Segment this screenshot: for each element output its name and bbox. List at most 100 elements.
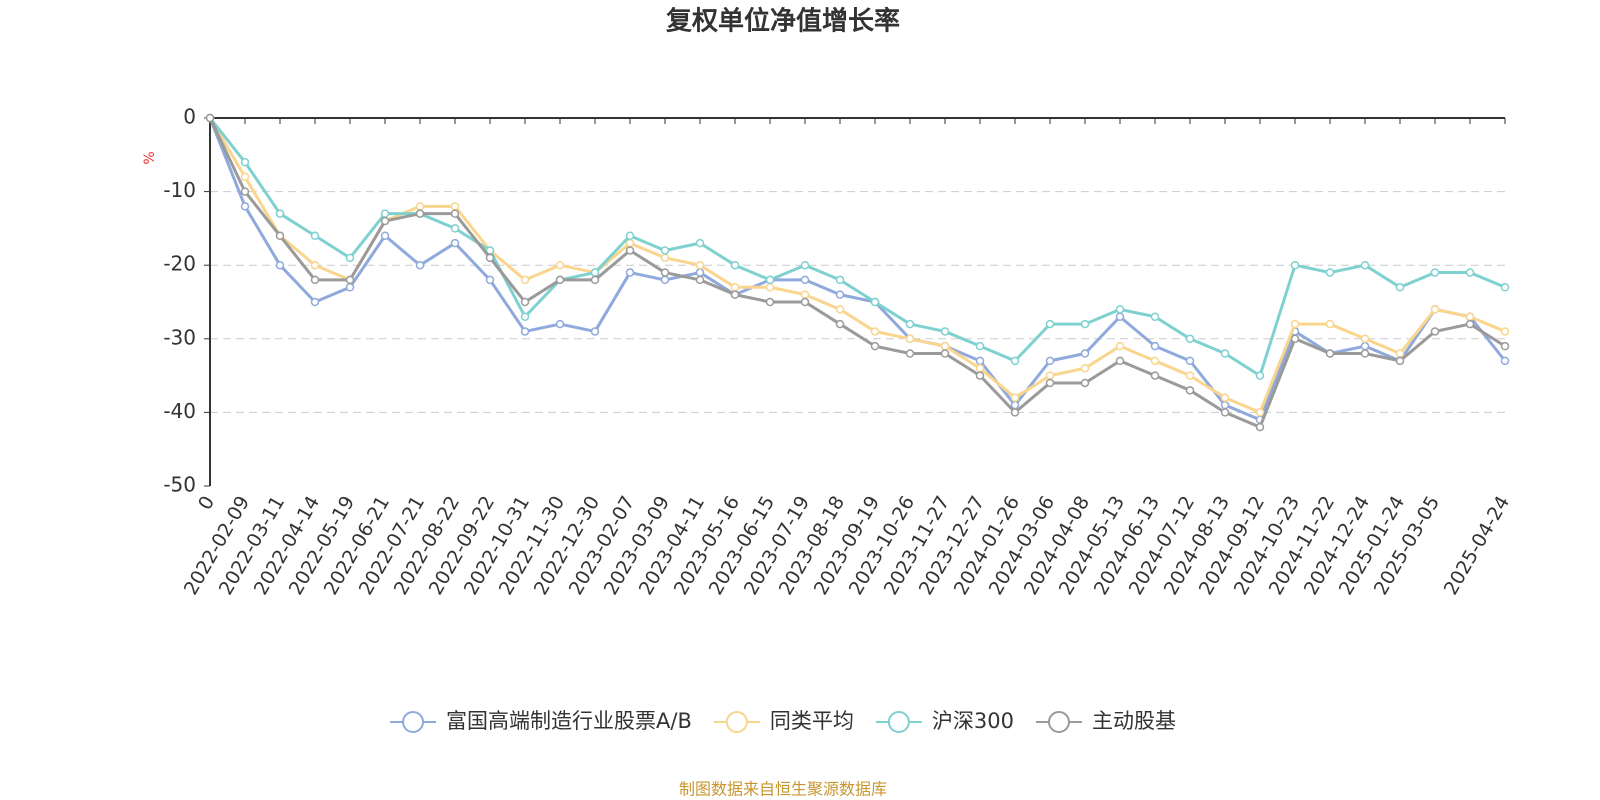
x-tick-label: 0 xyxy=(194,492,219,513)
data-point xyxy=(1325,319,1335,329)
data-point xyxy=(1290,334,1300,344)
data-point xyxy=(275,260,285,270)
y-axis-label: % xyxy=(142,151,158,164)
data-point xyxy=(345,253,355,263)
data-point xyxy=(1500,356,1510,366)
data-point xyxy=(240,187,250,196)
data-point xyxy=(625,268,635,277)
data-point xyxy=(975,363,985,373)
data-point xyxy=(870,341,880,351)
data-point xyxy=(1045,371,1055,380)
data-point xyxy=(590,268,600,277)
series-line xyxy=(208,117,1506,429)
data-point xyxy=(905,319,915,329)
data-point xyxy=(1220,408,1230,417)
data-point xyxy=(1150,356,1160,366)
data-point xyxy=(730,283,740,292)
data-point xyxy=(1395,349,1405,358)
data-point xyxy=(415,209,425,218)
data-point xyxy=(1220,349,1230,358)
data-point xyxy=(1045,378,1055,388)
data-point xyxy=(905,334,915,344)
legend-marker xyxy=(725,711,748,733)
y-tick-label: -10 xyxy=(163,178,196,202)
data-point xyxy=(1360,349,1370,358)
data-point xyxy=(310,231,320,241)
data-point xyxy=(520,327,530,336)
data-point xyxy=(730,290,740,299)
data-point xyxy=(310,297,320,307)
data-point xyxy=(1360,341,1370,351)
legend-marker xyxy=(1047,711,1070,733)
data-point xyxy=(240,202,250,211)
data-point xyxy=(1430,305,1440,314)
data-point xyxy=(1325,349,1335,358)
data-point xyxy=(520,275,530,285)
data-point xyxy=(660,268,670,277)
data-point xyxy=(415,202,425,211)
data-point xyxy=(870,327,880,336)
data-point xyxy=(1185,334,1195,344)
data-point xyxy=(835,305,845,314)
y-tick-label: -20 xyxy=(163,252,196,276)
legend: 富国高端制造行业股票A/B 同类平均 沪深300 主动股基 xyxy=(390,709,1176,733)
data-point xyxy=(1360,334,1370,344)
data-point xyxy=(450,238,460,248)
data-point xyxy=(555,319,565,329)
data-point xyxy=(275,231,285,241)
data-point xyxy=(555,275,565,285)
data-point xyxy=(1360,260,1370,270)
data-point xyxy=(975,371,985,380)
legend-label: 主动股基 xyxy=(1092,709,1176,733)
data-point xyxy=(1500,283,1510,292)
data-point xyxy=(765,297,775,307)
data-point xyxy=(450,202,460,211)
series-line xyxy=(208,117,1506,414)
data-point xyxy=(1430,268,1440,277)
data-point xyxy=(345,275,355,285)
data-point xyxy=(485,275,495,285)
data-point xyxy=(1255,408,1265,417)
data-point xyxy=(310,275,320,285)
data-point xyxy=(1255,422,1265,432)
y-tick-label: 0 xyxy=(183,105,196,129)
data-point xyxy=(625,246,635,255)
data-point xyxy=(975,356,985,366)
data-point xyxy=(695,268,705,277)
data-point xyxy=(975,341,985,351)
data-point xyxy=(1150,371,1160,380)
data-point xyxy=(835,275,845,285)
data-point xyxy=(695,238,705,248)
data-point xyxy=(1010,408,1020,417)
data-point xyxy=(800,297,810,307)
data-point xyxy=(870,297,880,307)
chart-title: 复权单位净值增长率 xyxy=(666,6,900,37)
y-tick-label: -30 xyxy=(163,325,196,349)
data-point xyxy=(1185,386,1195,395)
data-point xyxy=(275,209,285,218)
legend-label: 沪深300 xyxy=(932,709,1014,733)
data-point xyxy=(1115,341,1125,351)
data-point xyxy=(415,260,425,270)
x-tick-label: 2025-04-24 xyxy=(1440,492,1514,599)
data-point xyxy=(1395,283,1405,292)
data-point xyxy=(345,283,355,292)
data-point xyxy=(240,172,250,182)
data-point xyxy=(1150,341,1160,351)
legend-label: 富国高端制造行业股票A/B xyxy=(446,709,692,733)
data-point xyxy=(1045,356,1055,366)
data-point xyxy=(1010,393,1020,402)
data-point xyxy=(695,260,705,270)
data-point xyxy=(240,157,250,167)
data-point xyxy=(625,238,635,248)
data-point xyxy=(800,290,810,299)
data-point xyxy=(1010,356,1020,366)
legend-marker xyxy=(887,711,910,733)
data-point xyxy=(380,209,390,218)
data-point xyxy=(625,231,635,241)
data-point xyxy=(1500,341,1510,351)
data-point xyxy=(555,260,565,270)
data-point xyxy=(940,341,950,351)
data-point xyxy=(485,253,495,263)
